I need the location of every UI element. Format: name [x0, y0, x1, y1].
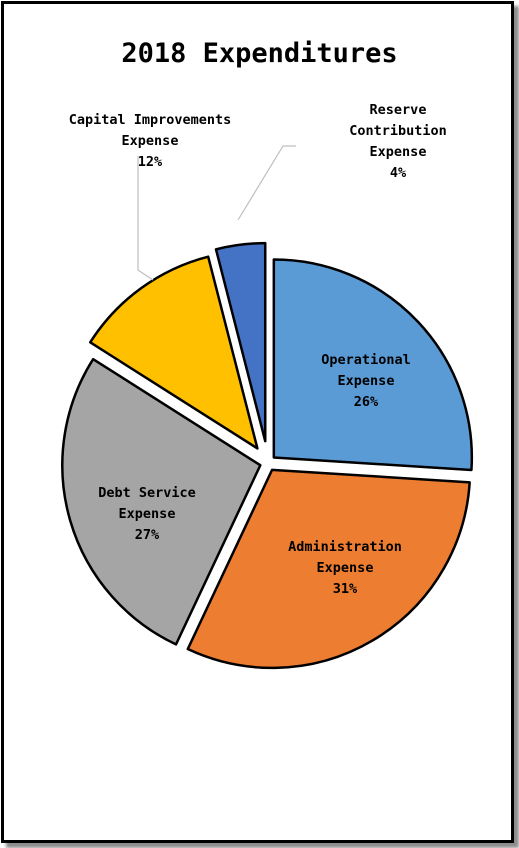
slice-label-3: Debt Service Expense 27% — [98, 485, 196, 543]
pie-slice-5 — [214, 241, 267, 443]
slice-label-1: Operational Expense 26% — [321, 352, 410, 410]
pie-slice-3 — [61, 357, 262, 646]
slice-label-4: Capital Improvements Expense 12% — [69, 112, 232, 170]
chart-title: 2018 Expenditures — [121, 38, 398, 69]
pie-slice-2 — [186, 468, 471, 670]
pie-slice-1 — [272, 258, 474, 472]
leader-line-4 — [137, 156, 154, 281]
leader-line-5 — [237, 145, 296, 221]
slice-label-5: Reserve Contribution Expense 4% — [349, 102, 447, 181]
slice-label-2: Administration Expense 31% — [288, 539, 402, 597]
pie-slice-4 — [88, 255, 259, 450]
